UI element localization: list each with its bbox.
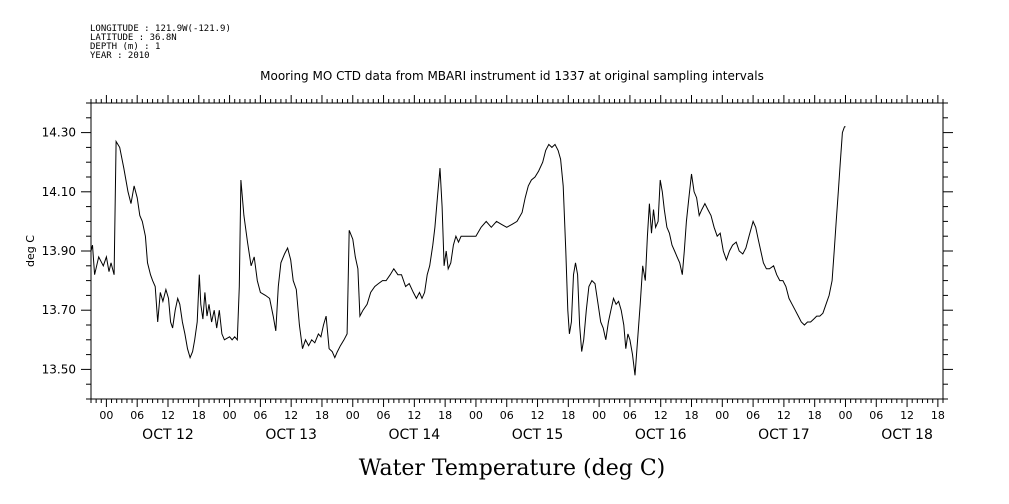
plot-frame — [90, 102, 944, 400]
y-tick-label: 14.10 — [42, 185, 76, 199]
x-hour-label: 18 — [685, 409, 699, 422]
metadata-block: LONGITUDE : 121.9W(-121.9) LATITUDE : 36… — [90, 24, 231, 61]
x-day-label: OCT 15 — [512, 427, 564, 443]
x-hour-label: 12 — [654, 409, 668, 422]
x-day-labels: OCT 12 OCT 13 OCT 14 OCT 15 OCT 16 OCT 17 OCT … — [142, 427, 933, 443]
x-hour-label: 00 — [223, 409, 237, 422]
chart-title: Mooring MO CTD data from MBARI instrumen… — [260, 69, 764, 83]
x-hour-label: 12 — [531, 409, 545, 422]
y-tick-labels: 13.50 13.70 13.90 14.10 14.30 — [42, 126, 76, 377]
x-hour-label: 18 — [561, 409, 575, 422]
x-hour-label: 18 — [315, 409, 329, 422]
x-hour-label: 18 — [931, 409, 945, 422]
temperature-series-line — [90, 126, 846, 376]
x-hour-label: 18 — [438, 409, 452, 422]
x-day-label: OCT 18 — [881, 427, 933, 443]
y-axis-label: deg C — [24, 235, 37, 267]
y-tick-label: 13.70 — [42, 303, 76, 317]
x-hour-labels: 00 06 12 18 00 06 12 18 00 06 12 18 00 06 12 18 00 06 12 18… — [99, 409, 944, 422]
meta-longitude: LONGITUDE : 121.9W(-121.9) — [90, 24, 231, 34]
x-hour-label: 12 — [161, 409, 175, 422]
x-hour-label: 06 — [500, 409, 514, 422]
x-hour-label: 06 — [746, 409, 760, 422]
axis-ticks — [81, 95, 953, 407]
meta-year: YEAR : 2010 — [90, 51, 150, 61]
x-hour-label: 18 — [808, 409, 822, 422]
y-tick-label: 13.90 — [42, 244, 76, 258]
x-day-label: OCT 17 — [758, 427, 810, 443]
x-hour-label: 06 — [869, 409, 883, 422]
x-axis-label: Water Temperature (deg C) — [359, 456, 666, 481]
x-hour-label: 18 — [192, 409, 206, 422]
x-hour-label: 12 — [407, 409, 421, 422]
x-hour-label: 00 — [99, 409, 113, 422]
y-tick-label: 13.50 — [42, 362, 76, 376]
x-day-label: OCT 14 — [389, 427, 441, 443]
x-hour-label: 06 — [130, 409, 144, 422]
x-hour-label: 12 — [777, 409, 791, 422]
x-day-label: OCT 12 — [142, 427, 194, 443]
meta-latitude: LATITUDE : 36.8N — [90, 33, 177, 43]
x-hour-label: 00 — [838, 409, 852, 422]
x-day-label: OCT 16 — [635, 427, 687, 443]
x-hour-label: 00 — [715, 409, 729, 422]
meta-depth: DEPTH (m) : 1 — [90, 42, 160, 52]
x-hour-label: 00 — [346, 409, 360, 422]
y-tick-label: 14.30 — [42, 126, 76, 140]
x-hour-label: 06 — [377, 409, 391, 422]
x-hour-label: 12 — [900, 409, 914, 422]
x-hour-label: 12 — [284, 409, 298, 422]
x-hour-label: 06 — [253, 409, 267, 422]
x-hour-label: 00 — [592, 409, 606, 422]
x-hour-label: 06 — [623, 409, 637, 422]
x-day-label: OCT 13 — [265, 427, 317, 443]
x-hour-label: 00 — [469, 409, 483, 422]
